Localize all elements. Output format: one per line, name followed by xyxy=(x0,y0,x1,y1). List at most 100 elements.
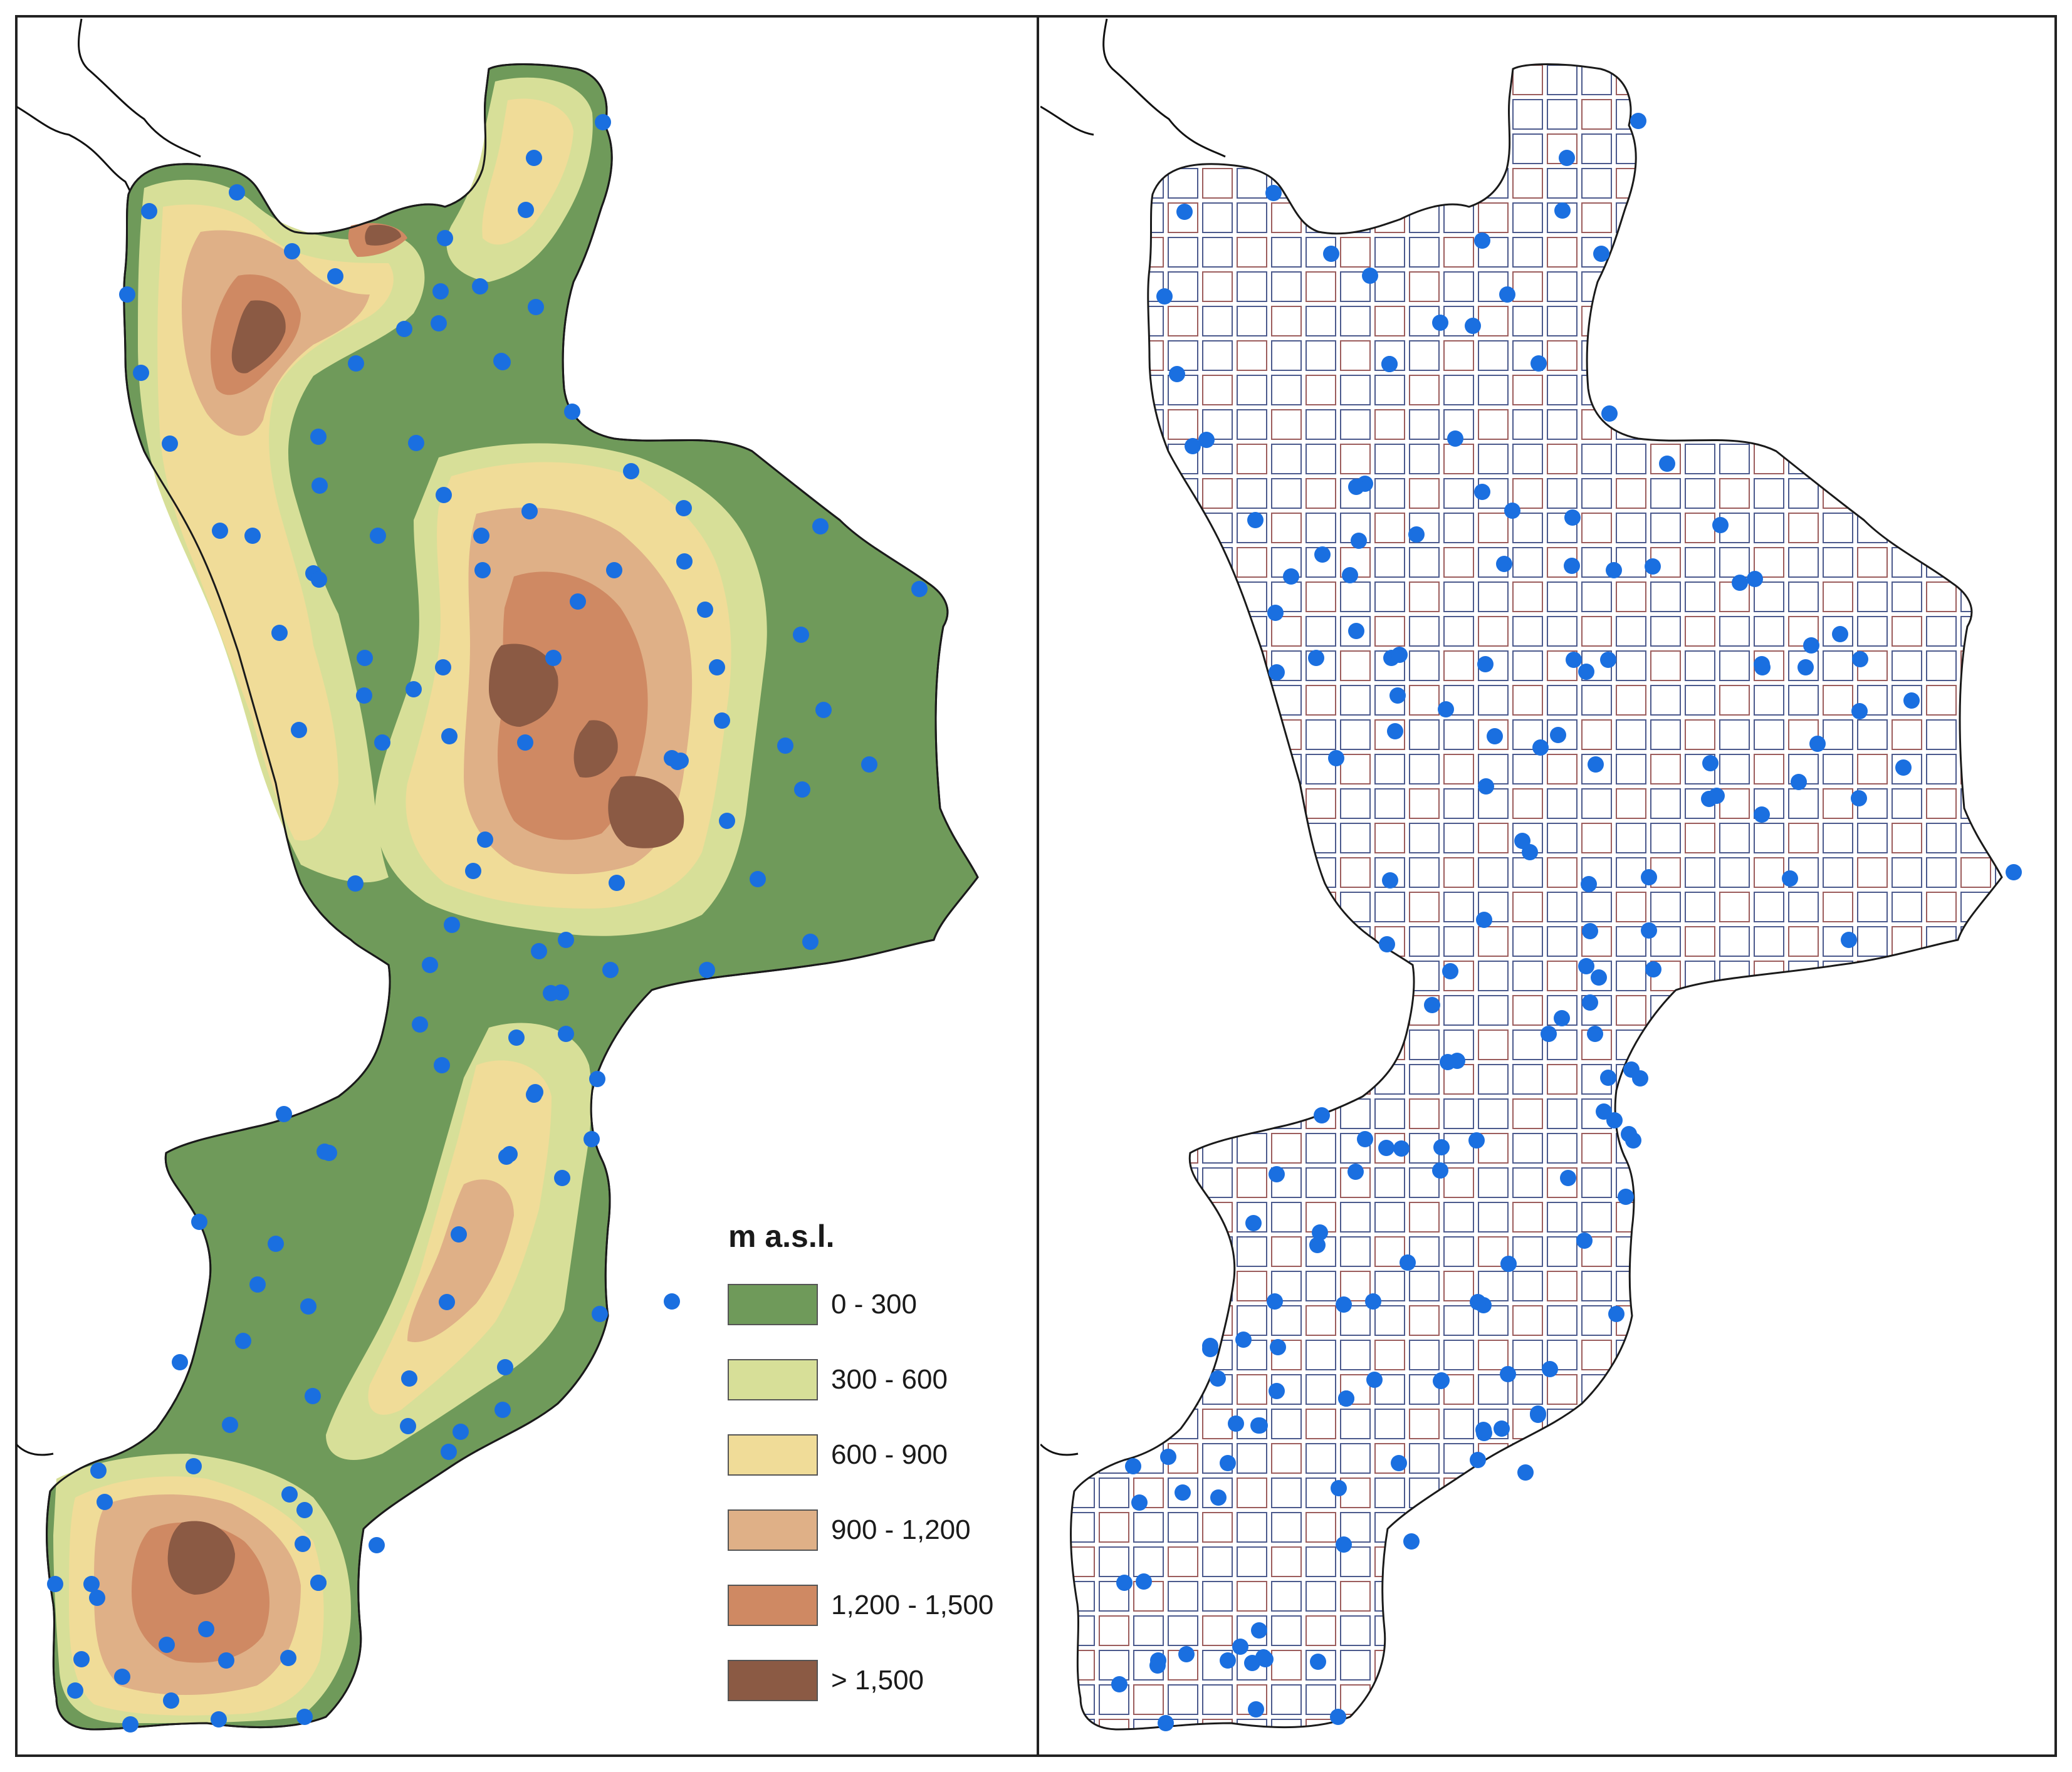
grid-cell xyxy=(1685,581,1715,612)
grid-cell xyxy=(1685,547,1715,578)
station-marker xyxy=(1732,575,1748,591)
grid-cell xyxy=(1340,1443,1371,1474)
grid-cell xyxy=(1374,1167,1405,1198)
station-marker xyxy=(1381,356,1398,372)
grid-cell xyxy=(1237,409,1267,440)
grid-cell xyxy=(1409,478,1440,509)
grid-cell xyxy=(1271,1650,1302,1681)
station-marker xyxy=(1312,1224,1328,1241)
grid-cell xyxy=(1754,547,1784,578)
grid-cell xyxy=(1374,444,1405,474)
grid-cell xyxy=(1685,650,1715,681)
station-marker xyxy=(198,1621,214,1637)
station-marker xyxy=(1754,806,1770,823)
grid-cell xyxy=(1305,1409,1336,1439)
grid-cell xyxy=(1650,788,1681,819)
station-marker xyxy=(526,150,542,166)
grid-cell xyxy=(1547,306,1578,336)
station-marker xyxy=(494,1402,511,1418)
grid-cell xyxy=(1581,581,1612,612)
station-marker xyxy=(97,1494,113,1510)
grid-cell xyxy=(1581,1271,1612,1301)
grid-cell xyxy=(1409,271,1440,302)
grid-cell xyxy=(1271,616,1302,647)
grid-cell xyxy=(1305,788,1336,819)
grid-cell xyxy=(1581,1133,1612,1164)
grid-cell xyxy=(1547,926,1578,957)
grid-cell xyxy=(1547,857,1578,888)
station-marker xyxy=(249,1276,266,1293)
grid-cell xyxy=(1271,1340,1302,1370)
grid-cell xyxy=(1305,581,1336,612)
grid-cell xyxy=(1581,995,1612,1026)
grid-cell xyxy=(1374,409,1405,440)
elevation-legend: m a.s.l. 0 - 300 300 - 600 600 - 900 900 - … xyxy=(728,1219,993,1701)
grid-cell xyxy=(1271,1615,1302,1646)
grid-cell xyxy=(1547,754,1578,784)
station-marker xyxy=(815,702,832,718)
station-marker xyxy=(133,365,149,381)
grid-cell xyxy=(1926,823,1957,853)
grid-cell xyxy=(1891,857,1922,888)
station-marker xyxy=(432,283,449,300)
station-marker xyxy=(1832,626,1848,642)
station-marker xyxy=(1391,647,1408,663)
grid-cell xyxy=(1202,1512,1233,1543)
grid-cell xyxy=(1340,1133,1371,1164)
grid-cell xyxy=(1168,1615,1198,1646)
grid-cell xyxy=(1168,1512,1198,1543)
grid-cell xyxy=(1305,1581,1336,1612)
station-marker xyxy=(357,650,373,666)
grid-cell xyxy=(1409,1271,1440,1301)
legend-swatch xyxy=(728,1660,818,1701)
grid-cell xyxy=(1512,99,1543,130)
grid-cell xyxy=(1547,340,1578,371)
grid-cell xyxy=(1374,788,1405,819)
station-marker xyxy=(1314,1107,1330,1123)
grid-cell xyxy=(1547,271,1578,302)
station-marker xyxy=(1235,1332,1252,1348)
grid-cell xyxy=(1271,1305,1302,1336)
grid-cell xyxy=(1099,1615,1129,1646)
grid-cell xyxy=(1547,1236,1578,1267)
grid-cell xyxy=(1512,892,1543,922)
grid-cell xyxy=(1547,1167,1578,1198)
station-marker xyxy=(296,1502,313,1518)
sicily-coastline xyxy=(16,1443,54,1456)
station-marker xyxy=(1559,150,1575,166)
grid-cell xyxy=(1168,168,1198,199)
grid-cell xyxy=(1237,1512,1267,1543)
station-marker xyxy=(1803,637,1819,654)
station-marker xyxy=(1378,1140,1394,1156)
station-marker xyxy=(1269,664,1285,680)
station-marker xyxy=(1283,568,1299,585)
station-marker xyxy=(1116,1575,1133,1591)
grid-cell xyxy=(1099,1478,1129,1508)
grid-cell xyxy=(1547,513,1578,543)
grid-cell xyxy=(1891,754,1922,784)
grid-cell xyxy=(1305,719,1336,750)
grid-cell xyxy=(1478,616,1509,647)
legend-label: 0 - 300 xyxy=(831,1289,917,1320)
grid-cell xyxy=(1650,444,1681,474)
station-marker xyxy=(1809,736,1826,752)
grid-cell xyxy=(1547,685,1578,716)
grid-cell xyxy=(1685,444,1715,474)
grid-cell xyxy=(1271,1133,1302,1164)
grid-cell xyxy=(1754,754,1784,784)
grid-cell xyxy=(1512,237,1543,268)
grid-cell xyxy=(1926,650,1957,681)
grid-cell xyxy=(1271,478,1302,509)
grid-cell xyxy=(1305,1650,1336,1681)
grid-cell xyxy=(1305,1719,1336,1729)
station-marker xyxy=(1591,969,1607,986)
grid-cell xyxy=(1443,1202,1474,1233)
grid-cell xyxy=(1650,513,1681,543)
station-marker xyxy=(1470,1294,1486,1310)
grid-cell xyxy=(1374,478,1405,509)
grid-cell xyxy=(1305,1512,1336,1543)
station-marker xyxy=(310,1575,327,1591)
grid-cell xyxy=(1409,754,1440,784)
grid-cell xyxy=(1616,995,1646,1026)
station-marker xyxy=(676,500,692,516)
